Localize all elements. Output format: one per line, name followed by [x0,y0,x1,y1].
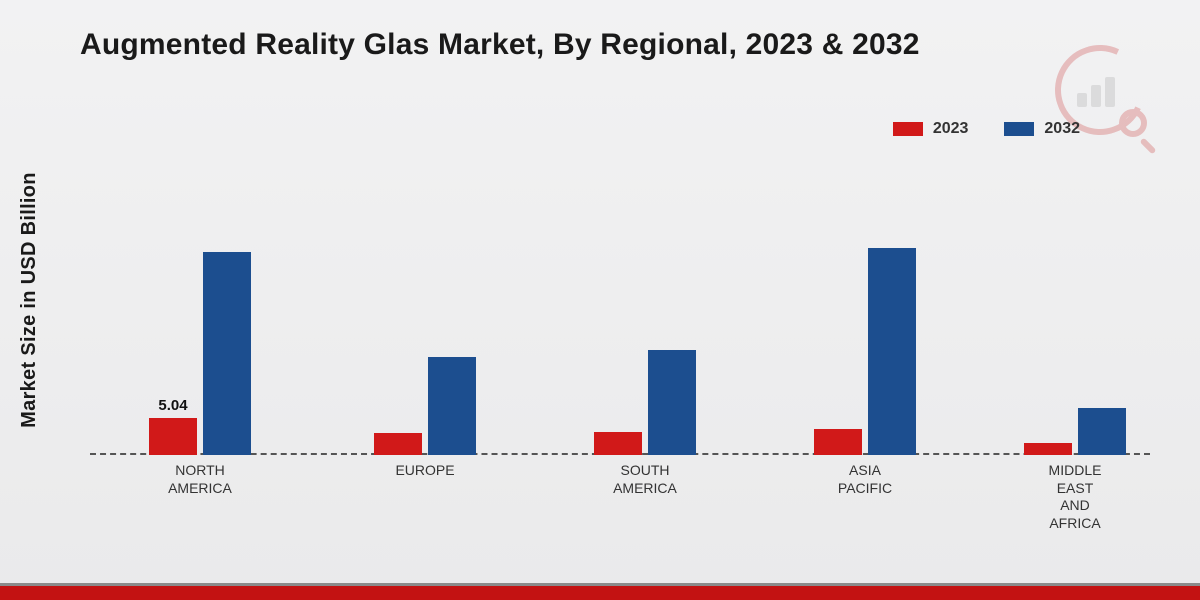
x-tick-label-mea: MIDDLE EAST AND AFRICA [1005,462,1145,532]
legend-item-2032: 2032 [1004,120,1080,138]
x-tick-label-apac: ASIA PACIFIC [795,462,935,497]
y-axis-label: Market Size in USD Billion [18,172,41,428]
x-tick-label-sa: SOUTH AMERICA [575,462,715,497]
bar-na-2023: 5.04 [149,418,197,455]
bar-group-mea [1015,408,1135,455]
chart-title: Augmented Reality Glas Market, By Region… [80,28,920,62]
bar-group-na: 5.04 [140,252,260,455]
bar-group-apac [805,248,925,455]
bar-mea-2032 [1078,408,1126,455]
plot-area: 5.04 [90,165,1150,455]
bar-sa-2032 [648,350,696,455]
bar-eu-2023 [374,433,422,455]
x-tick-label-na: NORTH AMERICA [130,462,270,497]
bar-group-eu [365,357,485,455]
x-tick-label-eu: EUROPE [355,462,495,480]
chart-container: Augmented Reality Glas Market, By Region… [0,0,1200,600]
bar-sa-2023 [594,432,642,455]
footer-accent-bar [0,586,1200,600]
x-axis-labels: NORTH AMERICA EUROPE SOUTH AMERICA ASIA PAC… [90,462,1150,562]
bar-value-label-na-2023: 5.04 [158,397,187,414]
bar-eu-2032 [428,357,476,455]
bar-group-sa [585,350,705,455]
legend-swatch-2023 [893,122,923,136]
bar-na-2032 [203,252,251,455]
bar-apac-2032 [868,248,916,455]
legend-swatch-2032 [1004,122,1034,136]
legend-item-2023: 2023 [893,120,969,138]
legend-label-2023: 2023 [933,120,969,138]
legend-label-2032: 2032 [1044,120,1080,138]
bar-apac-2023 [814,429,862,455]
legend: 2023 2032 [893,120,1080,138]
bar-mea-2023 [1024,443,1072,455]
